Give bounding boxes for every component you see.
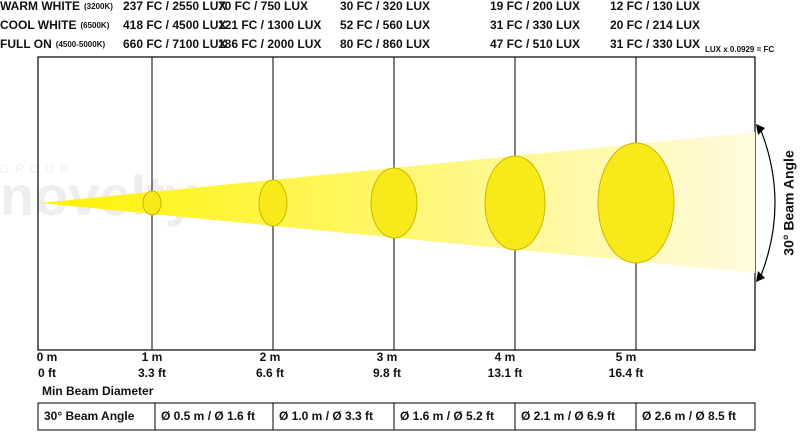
table-cell: Ø 2.6 m / Ø 8.5 ft — [642, 409, 736, 423]
table-header: 30° Beam Angle — [44, 409, 135, 423]
light-value: 80 FC / 860 LUX — [340, 37, 430, 51]
beam-table — [37, 402, 756, 431]
min-beam-title: Min Beam Diameter — [42, 384, 154, 398]
distance-m: 1 m — [142, 350, 163, 364]
light-value: 12 FC / 130 LUX — [610, 0, 700, 13]
distance-ft: 6.6 ft — [256, 366, 284, 380]
light-value: 237 FC / 2550 LUX — [123, 0, 226, 13]
light-value: 418 FC / 4500 LUX — [123, 18, 226, 32]
row-label: COOL WHITE — [0, 18, 76, 32]
table-cell: Ø 0.5 m / Ø 1.6 ft — [161, 409, 255, 423]
watermark-small: GROUP — [0, 162, 74, 176]
row-temp: (3200K) — [84, 2, 113, 11]
row-temp: (6500K) — [80, 21, 109, 30]
light-value: 52 FC / 560 LUX — [340, 18, 430, 32]
distance-m: 0 m — [37, 350, 58, 364]
light-value: 121 FC / 1300 LUX — [218, 18, 321, 32]
distance-m: 5 m — [616, 350, 637, 364]
distance-ft: 16.4 ft — [609, 366, 644, 380]
distance-ft: 3.3 ft — [138, 366, 166, 380]
light-value: 30 FC / 320 LUX — [340, 0, 430, 13]
angle-arc — [759, 127, 776, 279]
light-value: 31 FC / 330 LUX — [490, 18, 580, 32]
light-value: 20 FC / 214 LUX — [610, 18, 700, 32]
beam-angle-label: 30° Beam Angle — [781, 150, 797, 256]
row-label: FULL ON — [0, 37, 52, 51]
row-label: WARM WHITE — [0, 0, 80, 13]
distance-m: 4 m — [495, 350, 516, 364]
distance-m: 3 m — [377, 350, 398, 364]
light-value: 31 FC / 330 LUX — [610, 37, 700, 51]
conversion-note: LUX x 0.0929 = FC — [705, 45, 774, 54]
table-cell: Ø 1.0 m / Ø 3.3 ft — [279, 409, 373, 423]
angle-arrows — [756, 124, 765, 282]
beam-spots — [142, 142, 675, 264]
distance-ft: 9.8 ft — [373, 366, 401, 380]
light-value: 186 FC / 2000 LUX — [218, 37, 321, 51]
light-value: 47 FC / 510 LUX — [490, 37, 580, 51]
light-value: 70 FC / 750 LUX — [218, 0, 308, 13]
distance-ft: 13.1 ft — [488, 366, 523, 380]
light-value: 19 FC / 200 LUX — [490, 0, 580, 13]
table-cell: Ø 1.6 m / Ø 5.2 ft — [400, 409, 494, 423]
light-value: 660 FC / 7100 LUX — [123, 37, 226, 51]
distance-ft: 0 ft — [38, 366, 56, 380]
table-cell: Ø 2.1 m / Ø 6.9 ft — [521, 409, 615, 423]
distance-m: 2 m — [260, 350, 281, 364]
row-temp: (4500-5000K) — [56, 40, 106, 49]
